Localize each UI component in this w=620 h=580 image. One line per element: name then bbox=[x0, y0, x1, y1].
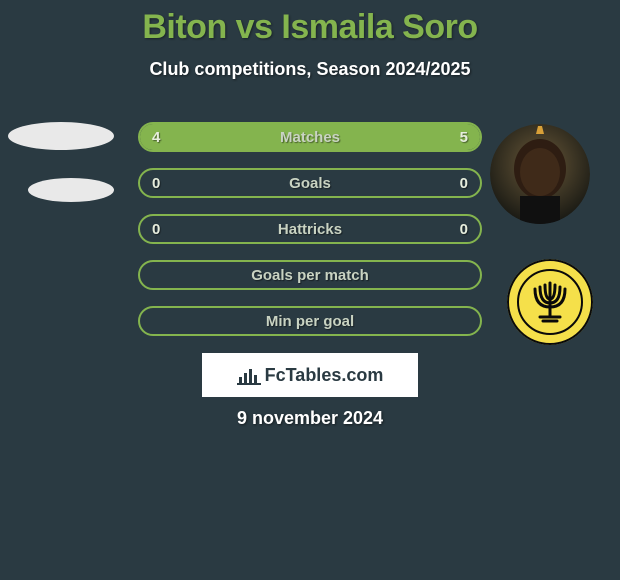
stat-row: 4 5 Matches bbox=[138, 122, 482, 152]
stat-value-right: 5 bbox=[460, 129, 468, 146]
stats-container: 4 5 Matches 0 0 Goals 0 0 Hattricks Goals per mat… bbox=[138, 122, 482, 352]
branding-text: FcTables.com bbox=[265, 365, 384, 386]
stat-row: 0 0 Hattricks bbox=[138, 214, 482, 244]
stat-label: Hattricks bbox=[278, 221, 342, 238]
bar-chart-icon bbox=[237, 365, 261, 385]
comparison-date: 9 november 2024 bbox=[0, 408, 620, 429]
stat-value-right: 0 bbox=[460, 221, 468, 238]
stat-row: Goals per match bbox=[138, 260, 482, 290]
stat-label: Min per goal bbox=[266, 313, 354, 330]
stat-row: 0 0 Goals bbox=[138, 168, 482, 198]
stat-label: Goals per match bbox=[251, 267, 369, 284]
page-subtitle: Club competitions, Season 2024/2025 bbox=[0, 59, 620, 80]
stat-value-left: 4 bbox=[152, 129, 160, 146]
stat-row: Min per goal bbox=[138, 306, 482, 336]
stat-value-left: 0 bbox=[152, 175, 160, 192]
page-title: Biton vs Ismaila Soro bbox=[0, 0, 620, 47]
right-player-club-badge bbox=[507, 259, 593, 345]
right-player-avatar bbox=[490, 124, 590, 224]
stat-value-left: 0 bbox=[152, 221, 160, 238]
left-player-avatar-placeholder-2 bbox=[28, 178, 114, 202]
stat-label: Matches bbox=[280, 129, 340, 146]
stat-value-right: 0 bbox=[460, 175, 468, 192]
stat-label: Goals bbox=[289, 175, 331, 192]
stat-bar-left bbox=[140, 124, 291, 150]
left-player-avatar-placeholder-1 bbox=[8, 122, 114, 150]
branding-box[interactable]: FcTables.com bbox=[202, 353, 418, 397]
